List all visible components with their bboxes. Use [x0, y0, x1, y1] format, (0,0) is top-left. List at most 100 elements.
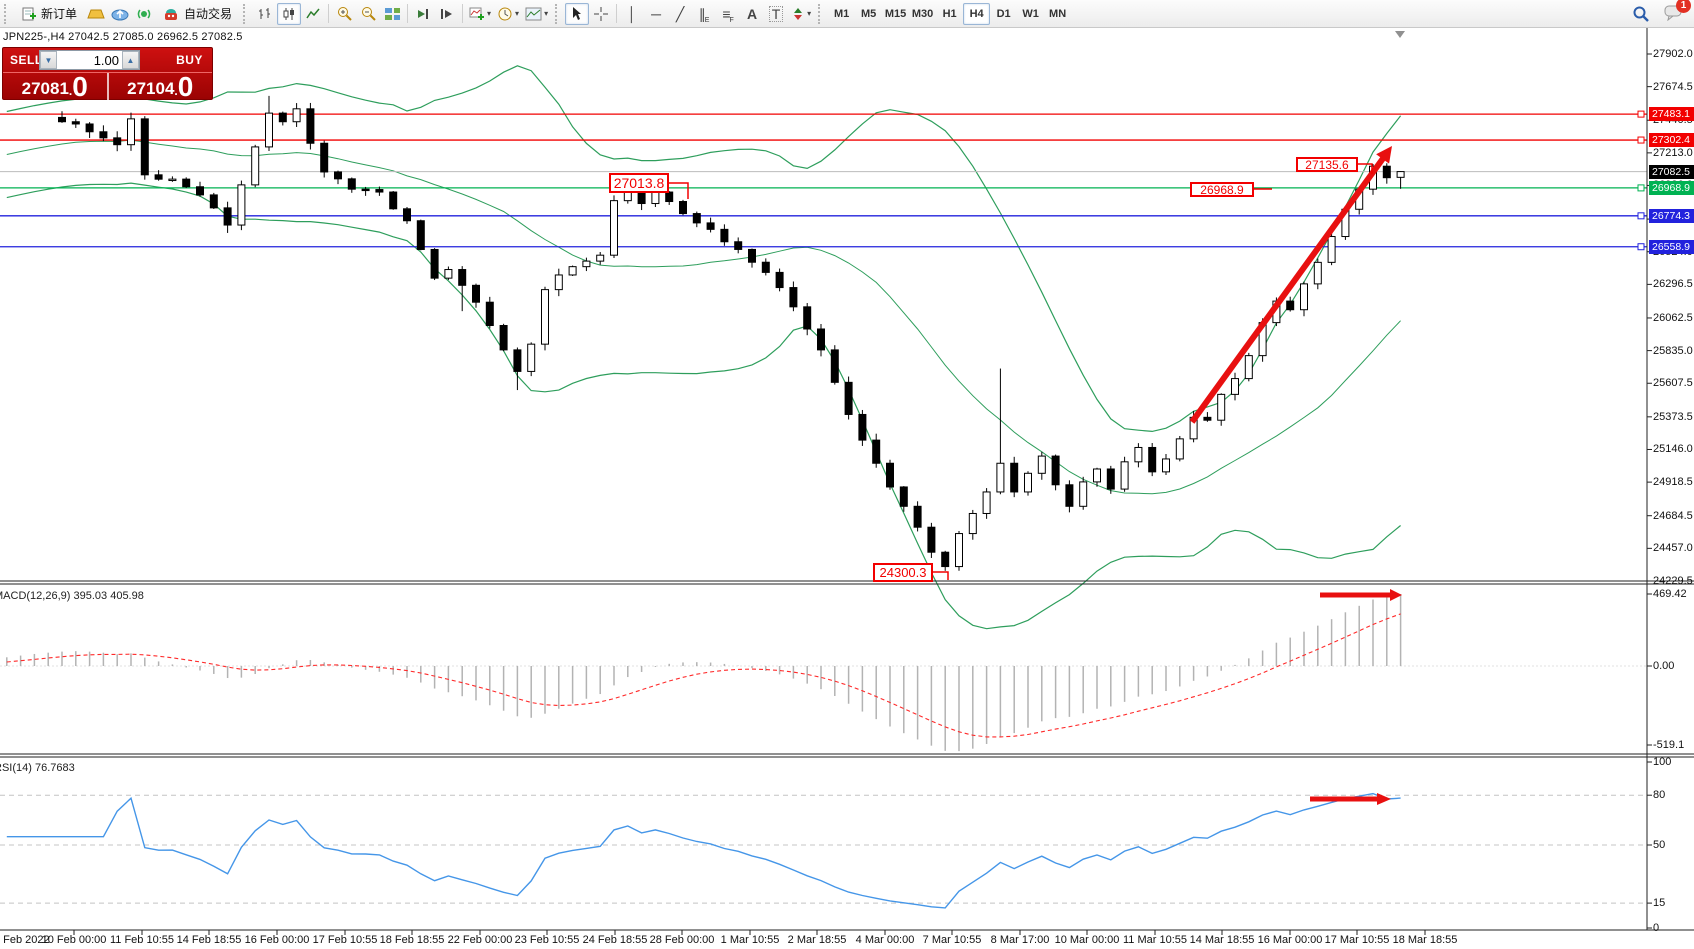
- timeframe-m5[interactable]: M5: [860, 7, 877, 20]
- arrow-tools-button[interactable]: ▾: [788, 3, 814, 25]
- line-chart-button[interactable]: [301, 3, 325, 25]
- auto-scroll-button[interactable]: [411, 3, 435, 25]
- candle-body: [734, 241, 743, 250]
- price-annotation[interactable]: 27013.8: [609, 173, 669, 193]
- timeframe-w1[interactable]: W1: [1022, 7, 1039, 20]
- volume-increase-button[interactable]: ▲: [122, 51, 139, 69]
- candle-body: [996, 462, 1005, 493]
- candle-body: [844, 381, 853, 415]
- candle-body: [472, 284, 480, 303]
- zoom-out-button[interactable]: [356, 3, 380, 25]
- price-annotation[interactable]: 26968.9: [1190, 182, 1254, 197]
- autotrade-button[interactable]: 自动交易: [156, 3, 239, 25]
- candlestick-chart-button[interactable]: [277, 2, 302, 25]
- volume-stepper[interactable]: ▼ ▲: [39, 50, 140, 70]
- price-annotation[interactable]: 24300.3: [873, 563, 933, 582]
- notifications-button[interactable]: 1: [1664, 0, 1691, 24]
- candle-body: [306, 108, 315, 144]
- candle-body: [458, 269, 467, 286]
- sell-price[interactable]: 27081. 0: [21, 71, 88, 102]
- toolbar-grip[interactable]: [243, 3, 249, 24]
- text-label-tool[interactable]: T: [764, 3, 788, 25]
- toolbar-grip[interactable]: [555, 3, 561, 24]
- chart-shift-button[interactable]: [435, 3, 459, 25]
- publisher-button[interactable]: [108, 3, 132, 25]
- toolbar-separator: [328, 4, 330, 23]
- timeframe-h1[interactable]: H1: [942, 7, 957, 20]
- add-indicator-button[interactable]: ▾: [466, 3, 494, 25]
- price-trend-arrow[interactable]: [1189, 152, 1389, 424]
- timeframe-d1[interactable]: D1: [996, 7, 1011, 20]
- price-level-label[interactable]: 27082.5: [1649, 164, 1694, 179]
- sell-button[interactable]: SELL: [10, 53, 43, 67]
- volume-decrease-button[interactable]: ▼: [40, 51, 57, 69]
- buy-button[interactable]: BUY: [176, 53, 203, 67]
- candle-body: [278, 112, 287, 123]
- fibonacci-tool[interactable]: ≡ F: [722, 5, 734, 24]
- price-annotation[interactable]: 27135.6: [1296, 157, 1358, 172]
- price-level-label[interactable]: 27302.4: [1649, 133, 1694, 148]
- horizontal-line-tool[interactable]: ─: [651, 5, 662, 22]
- toolbar-grip[interactable]: [818, 3, 824, 24]
- level-line-handle[interactable]: [1637, 243, 1645, 251]
- chart-shift-marker[interactable]: [1395, 31, 1405, 38]
- candle-body: [513, 349, 522, 372]
- level-line-handle[interactable]: [1637, 110, 1645, 118]
- candle-body: [1231, 378, 1239, 395]
- trendline-tool[interactable]: ╱: [675, 5, 685, 22]
- candlestick-icon: [283, 7, 295, 20]
- timeframe-m1[interactable]: M1: [833, 7, 850, 20]
- timeframe-m15[interactable]: M15: [884, 7, 907, 20]
- gold-bar-icon-button[interactable]: [84, 3, 108, 25]
- buy-price[interactable]: 27104. 0: [127, 71, 194, 102]
- candle-body: [872, 439, 881, 464]
- level-line-handle[interactable]: [1637, 212, 1645, 220]
- price-level-label[interactable]: 26558.9: [1649, 239, 1694, 254]
- tile-windows-icon: [384, 8, 400, 20]
- zoom-in-icon: [337, 7, 352, 21]
- toolbar-grip[interactable]: [4, 3, 10, 24]
- candle-body: [1396, 171, 1405, 178]
- candle-body: [651, 191, 660, 205]
- level-line-handle[interactable]: [1637, 184, 1645, 192]
- candle-body: [430, 248, 439, 279]
- bar-chart-button[interactable]: [253, 3, 277, 25]
- price-level-label[interactable]: 27483.1: [1649, 107, 1694, 122]
- vertical-line-tool[interactable]: │: [627, 5, 637, 22]
- toolbar-separator: [462, 4, 464, 23]
- candle-body: [1203, 416, 1212, 421]
- new-order-button[interactable]: 新订单: [14, 3, 84, 25]
- crosshair-button[interactable]: [589, 3, 613, 25]
- x-axis-tick: 14 Feb 18:55: [176, 934, 242, 946]
- x-axis-tick: 7 Mar 10:55: [922, 934, 982, 946]
- broadcast-button[interactable]: [132, 3, 156, 25]
- macd-scale-tick: 0.00: [1653, 660, 1675, 672]
- rsi-scale-tick: 0: [1653, 922, 1660, 934]
- y-axis-tick: 27674.5: [1653, 80, 1693, 93]
- candle-body: [361, 188, 370, 192]
- equidistant-channel-tool[interactable]: ∥ E: [698, 5, 710, 24]
- rsi-scale-tick: 100: [1653, 756, 1672, 768]
- templates-button[interactable]: ▾: [522, 3, 551, 25]
- tile-windows-button[interactable]: [380, 3, 404, 25]
- candle-body: [582, 260, 591, 268]
- cursor-button[interactable]: [565, 2, 590, 25]
- price-level-label[interactable]: 26968.9: [1649, 180, 1694, 195]
- price-level-label[interactable]: 26774.3: [1649, 208, 1694, 223]
- timeframe-h4[interactable]: H4: [963, 2, 991, 25]
- zoom-in-button[interactable]: [332, 3, 356, 25]
- candle-body: [347, 178, 356, 190]
- level-line-handle[interactable]: [1637, 136, 1645, 144]
- periods-button[interactable]: ▾: [494, 3, 522, 25]
- candle-body: [941, 551, 950, 568]
- x-axis-tick: 16 Mar 00:00: [1257, 934, 1323, 946]
- timeframe-mn[interactable]: MN: [1049, 7, 1067, 20]
- search-icon[interactable]: [1632, 5, 1650, 23]
- text-tool[interactable]: A: [747, 5, 758, 22]
- volume-input[interactable]: [57, 51, 122, 69]
- timeframe-m30[interactable]: M30: [911, 7, 934, 20]
- candle-body: [1313, 261, 1322, 285]
- candle-body: [58, 116, 66, 123]
